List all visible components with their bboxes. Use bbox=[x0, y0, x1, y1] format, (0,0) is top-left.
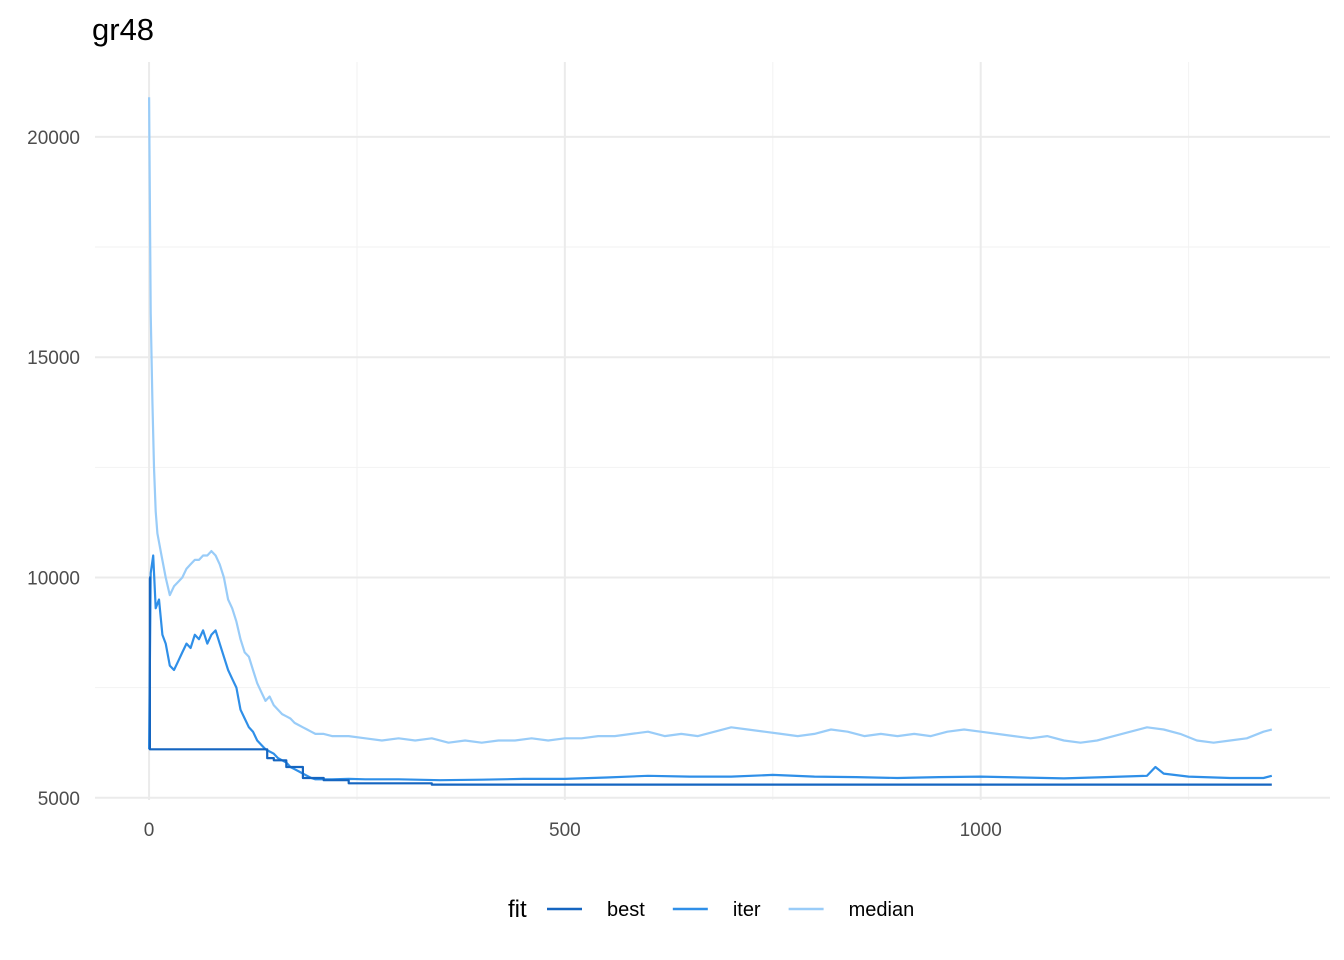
tick-labels: 0 500 1000 5000 10000 15000 20000 bbox=[27, 128, 1002, 841]
legend-label-median: median bbox=[849, 899, 915, 921]
legend-item-median: median bbox=[788, 899, 915, 921]
series-line-best bbox=[148, 576, 1272, 786]
series-line-iter bbox=[148, 554, 1273, 782]
x-tick-label: 1000 bbox=[960, 820, 1002, 841]
legend-label-iter: iter bbox=[733, 899, 761, 921]
minor-gridlines bbox=[95, 62, 1330, 800]
x-tick-label: 0 bbox=[144, 820, 155, 841]
y-tick-label: 5000 bbox=[38, 789, 80, 810]
legend-label-best: best bbox=[607, 899, 645, 921]
y-tick-label: 10000 bbox=[27, 568, 80, 589]
y-tick-label: 20000 bbox=[27, 128, 80, 149]
series-lines bbox=[148, 97, 1273, 786]
legend-item-best: best bbox=[547, 899, 645, 921]
x-tick-label: 500 bbox=[549, 820, 581, 841]
major-gridlines bbox=[95, 62, 1330, 800]
series-line-median bbox=[148, 97, 1273, 744]
y-tick-label: 15000 bbox=[27, 348, 80, 369]
legend-item-iter: iter bbox=[672, 899, 761, 921]
chart-title: gr48 bbox=[92, 12, 154, 47]
legend-title: fit bbox=[508, 896, 527, 923]
legend: fit best iter median bbox=[508, 896, 914, 923]
